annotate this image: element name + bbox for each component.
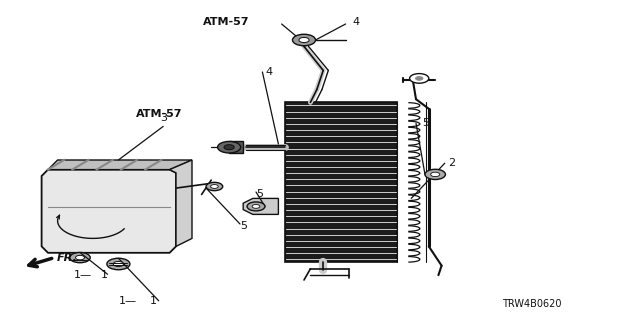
Bar bbox=[285, 102, 397, 262]
Text: 1—: 1— bbox=[118, 296, 136, 307]
Text: 5: 5 bbox=[422, 118, 429, 128]
Circle shape bbox=[70, 252, 90, 263]
Circle shape bbox=[299, 37, 309, 43]
Circle shape bbox=[211, 185, 218, 188]
Circle shape bbox=[431, 172, 440, 177]
Text: 5: 5 bbox=[240, 220, 247, 231]
Circle shape bbox=[247, 202, 265, 211]
Text: 3: 3 bbox=[160, 113, 166, 123]
Text: TRW4B0620: TRW4B0620 bbox=[502, 299, 562, 309]
Text: 1—: 1— bbox=[74, 270, 92, 280]
Text: 1: 1 bbox=[150, 296, 157, 307]
Circle shape bbox=[410, 74, 429, 83]
Circle shape bbox=[425, 169, 445, 180]
Circle shape bbox=[113, 261, 124, 267]
Text: 2: 2 bbox=[448, 158, 455, 168]
Text: 1: 1 bbox=[100, 270, 108, 280]
Polygon shape bbox=[48, 160, 192, 170]
Text: 4: 4 bbox=[266, 67, 273, 77]
Circle shape bbox=[415, 76, 423, 80]
Text: ATM-57: ATM-57 bbox=[203, 17, 250, 28]
Polygon shape bbox=[42, 170, 176, 253]
Circle shape bbox=[252, 204, 260, 208]
Polygon shape bbox=[243, 198, 278, 214]
Polygon shape bbox=[170, 160, 192, 246]
Circle shape bbox=[292, 34, 316, 46]
Circle shape bbox=[107, 258, 130, 270]
Circle shape bbox=[218, 141, 241, 153]
Text: 4: 4 bbox=[352, 17, 359, 28]
Text: ATM-57: ATM-57 bbox=[136, 108, 182, 119]
Circle shape bbox=[224, 145, 234, 150]
Circle shape bbox=[206, 182, 223, 191]
Text: 5: 5 bbox=[256, 188, 263, 199]
Bar bbox=[229, 141, 243, 153]
Text: FR.: FR. bbox=[56, 253, 77, 263]
Circle shape bbox=[76, 255, 84, 260]
